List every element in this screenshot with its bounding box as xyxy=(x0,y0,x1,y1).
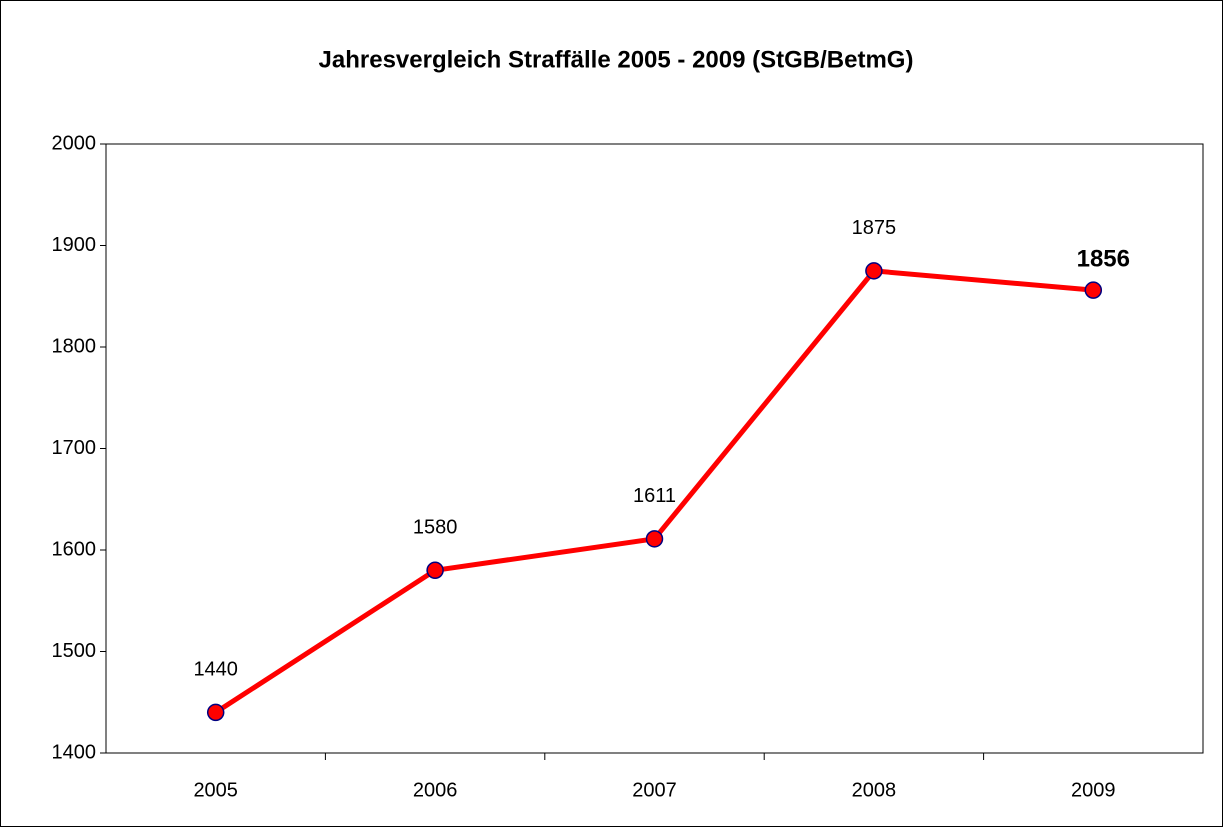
x-tick-label: 2005 xyxy=(193,779,238,801)
y-tick-label: 1400 xyxy=(52,741,97,763)
data-point xyxy=(1084,281,1103,299)
y-tick-label: 1500 xyxy=(52,640,97,662)
y-tick-label: 1700 xyxy=(52,437,97,459)
data-label: 1875 xyxy=(852,217,897,239)
y-tick-label: 1600 xyxy=(52,538,97,560)
x-tick-label: 2008 xyxy=(852,779,897,801)
x-tick-label: 2007 xyxy=(632,779,677,801)
data-point xyxy=(206,703,225,722)
y-tick-label: 1800 xyxy=(52,335,97,357)
data-label: 1856 xyxy=(1077,246,1130,273)
data-point xyxy=(645,530,664,548)
data-label: 1611 xyxy=(633,485,676,507)
y-tick-label: 2000 xyxy=(52,132,97,154)
data-label: 1440 xyxy=(193,659,238,681)
y-tick-label: 1900 xyxy=(52,234,97,256)
data-label: 1580 xyxy=(413,517,458,539)
chart-title: Jahresvergleich Straffälle 2005 - 2009 (… xyxy=(319,46,914,73)
x-tick-label: 2006 xyxy=(413,779,458,801)
data-point xyxy=(865,262,883,280)
x-tick-label: 2009 xyxy=(1071,779,1116,801)
data-point xyxy=(426,561,444,580)
